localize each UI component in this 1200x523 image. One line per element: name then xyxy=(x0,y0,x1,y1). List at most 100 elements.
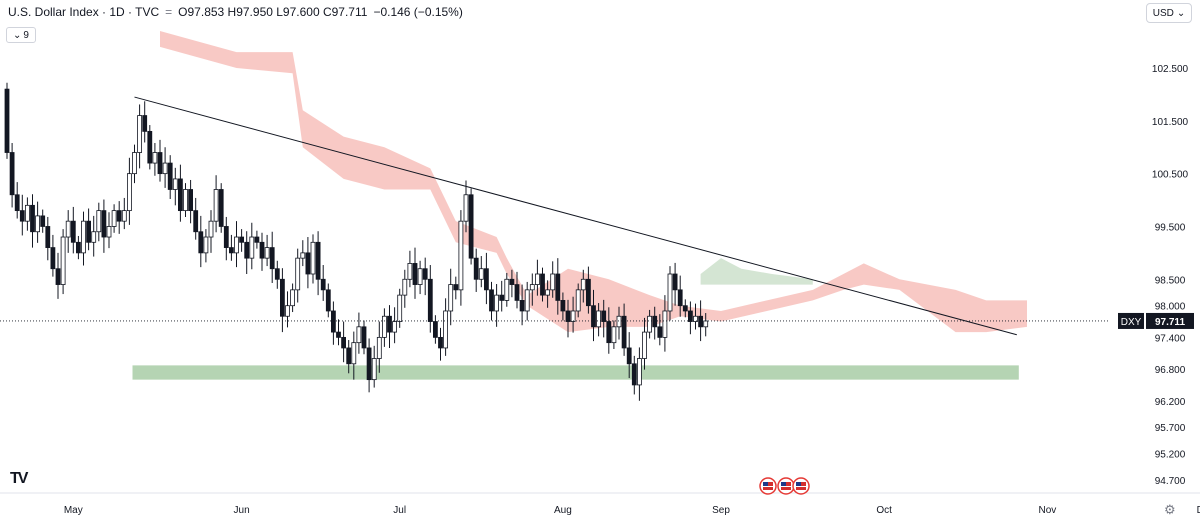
candle-body xyxy=(473,257,479,280)
candle-body xyxy=(65,220,71,238)
candle-body xyxy=(381,315,387,338)
candle-body xyxy=(4,88,10,153)
candle-body xyxy=(223,226,229,248)
candle-body xyxy=(427,278,433,322)
candle-body xyxy=(550,273,556,291)
candle-body xyxy=(468,194,474,259)
candle-body xyxy=(657,326,663,338)
candle-body xyxy=(279,278,285,317)
candle-body xyxy=(529,284,535,291)
candle-body xyxy=(86,220,91,243)
currency-label: USD xyxy=(1152,7,1174,19)
candle-body xyxy=(499,294,505,301)
y-tick-label: 99.500 xyxy=(1155,222,1186,233)
candle-body xyxy=(356,326,362,344)
trendline-segment[interactable] xyxy=(134,96,1017,336)
candle-body xyxy=(606,321,612,344)
candle-body xyxy=(40,215,46,227)
equals-icon: = xyxy=(165,5,173,19)
candle-body xyxy=(611,326,617,344)
candle-body xyxy=(443,310,449,349)
candle-body xyxy=(560,300,566,312)
us-flag-icon[interactable] xyxy=(792,477,810,495)
candles xyxy=(4,82,709,401)
symbol-title[interactable]: U.S. Dollar Index · 1D · TVC xyxy=(8,5,160,19)
cloud-bearish xyxy=(160,31,1027,333)
candle-body xyxy=(555,273,561,301)
candle-body xyxy=(596,310,601,328)
candle-body xyxy=(14,194,20,212)
candle-body xyxy=(208,220,214,238)
candle-body xyxy=(371,358,377,381)
candle-body xyxy=(483,268,489,291)
gear-icon[interactable]: ⚙ xyxy=(1164,502,1176,517)
candle-body xyxy=(580,278,586,291)
collapse-indicators-button[interactable]: ⌄ 9 xyxy=(6,27,36,43)
candle-body xyxy=(432,321,438,338)
candle-body xyxy=(50,247,56,270)
candle-body xyxy=(397,294,403,322)
candle-body xyxy=(162,162,168,175)
candle-body xyxy=(407,263,413,280)
candle-body xyxy=(351,342,357,365)
candle-body xyxy=(504,278,510,301)
candle-body xyxy=(478,268,484,280)
candle-body xyxy=(30,204,35,233)
candle-body xyxy=(55,268,61,285)
tradingview-logo[interactable]: TV xyxy=(10,470,29,487)
y-tick-label: 102.500 xyxy=(1152,64,1189,75)
price-axis[interactable]: 102.500 101.500 100.500 99.500 98.500 98.000 9… xyxy=(1152,64,1189,487)
economic-events[interactable] xyxy=(759,477,810,495)
trendline[interactable] xyxy=(134,96,1017,336)
candle-body xyxy=(463,194,469,222)
x-tick-label: Dec xyxy=(1197,505,1200,516)
candle-body xyxy=(341,336,347,349)
candle-body xyxy=(688,310,693,322)
y-tick-label: 100.500 xyxy=(1152,170,1189,181)
candle-body xyxy=(320,278,326,291)
candle-body xyxy=(254,236,260,243)
candle-body xyxy=(489,289,494,312)
candle-body xyxy=(177,178,183,212)
candle-body xyxy=(285,305,290,317)
y-tick-label: 95.700 xyxy=(1155,423,1186,434)
candle-body xyxy=(514,284,520,301)
x-tick-label: Sep xyxy=(712,505,730,516)
candle-body xyxy=(152,152,158,164)
x-tick-label: Jul xyxy=(393,505,406,516)
candle-body xyxy=(249,236,255,259)
support-rect xyxy=(132,365,1019,380)
candle-body xyxy=(652,315,658,328)
candle-body xyxy=(494,294,500,312)
y-tick-label: 98.000 xyxy=(1155,302,1186,313)
price-tag-value-bg xyxy=(1146,312,1194,329)
us-flag-icon[interactable] xyxy=(759,477,777,495)
candle-body xyxy=(361,326,367,349)
candle-body xyxy=(535,273,540,285)
candle-body xyxy=(228,247,234,254)
candle-body xyxy=(234,236,239,254)
y-tick-label: 96.200 xyxy=(1155,397,1186,408)
candle-body xyxy=(682,305,688,312)
candle-body xyxy=(203,236,209,254)
candle-body xyxy=(662,310,668,338)
candle-body xyxy=(336,331,341,338)
candle-body xyxy=(438,336,443,349)
y-tick-label: 101.500 xyxy=(1152,117,1189,128)
candle-body xyxy=(35,215,40,233)
us-flag-icon[interactable] xyxy=(777,477,795,495)
candle-body xyxy=(346,347,352,365)
candle-body xyxy=(458,220,464,291)
candle-body xyxy=(376,336,382,359)
candle-body xyxy=(672,273,678,291)
time-axis[interactable]: May Jun Jul Aug Sep Oct Nov Dec xyxy=(0,492,1200,516)
candle-body xyxy=(81,220,86,254)
candle-body xyxy=(111,210,117,227)
candle-body xyxy=(626,347,632,365)
candle-body xyxy=(540,273,545,296)
candle-body xyxy=(91,231,97,243)
candle-body xyxy=(70,220,76,243)
currency-selector[interactable]: USD ⌄ xyxy=(1146,3,1192,23)
price-tag: DXY 97.711 xyxy=(1118,312,1194,329)
